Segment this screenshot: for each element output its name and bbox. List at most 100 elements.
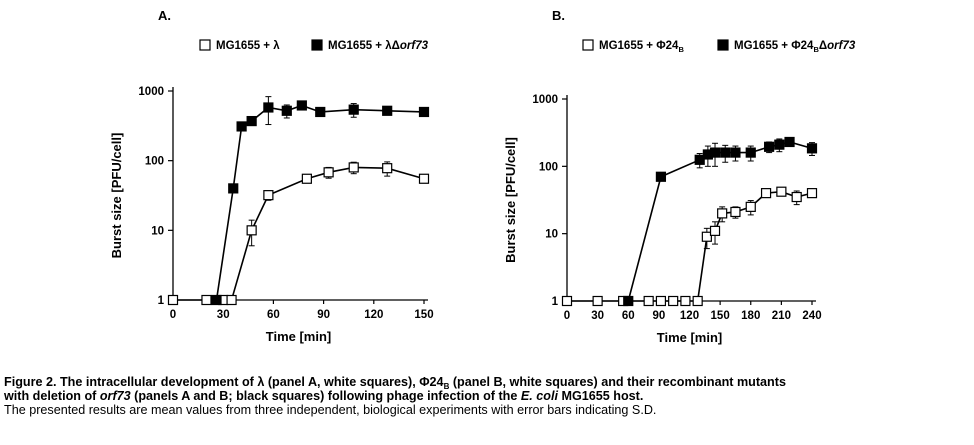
caption-species-name: E. coli bbox=[520, 389, 558, 404]
x-tick-label: 90 bbox=[317, 309, 330, 321]
y-tick-label: 1 bbox=[552, 296, 559, 308]
data-point-open-square bbox=[643, 295, 654, 307]
data-point-open-square bbox=[418, 173, 430, 184]
data-point-open-square bbox=[561, 295, 573, 307]
x-tick-label: 150 bbox=[711, 310, 730, 322]
data-point-open-square bbox=[709, 225, 721, 236]
legend-marker-filled bbox=[311, 39, 323, 51]
y-tick-label: 1000 bbox=[138, 86, 164, 98]
data-point-filled-square bbox=[348, 104, 359, 115]
data-point-open-square bbox=[201, 294, 212, 306]
data-point-open-square bbox=[246, 225, 257, 236]
data-point-open-square bbox=[263, 190, 274, 201]
y-tick-label: 10 bbox=[545, 229, 558, 241]
x-tick-label: 30 bbox=[217, 309, 230, 321]
data-point-open-square bbox=[730, 206, 741, 218]
y-tick-label: 1 bbox=[158, 295, 165, 307]
legend-label: MG1655 + Φ24B bbox=[599, 40, 684, 54]
caption-line-3: The presented results are mean values fr… bbox=[4, 402, 657, 417]
x-tick-label: 30 bbox=[591, 310, 604, 322]
y-axis-label: Burst size [PFU/cell] bbox=[503, 137, 518, 263]
data-point-filled-square bbox=[720, 147, 731, 158]
x-axis-label: Time [min] bbox=[657, 330, 723, 345]
caption-line-1: Figure 2. The intracellular development … bbox=[4, 375, 972, 391]
x-tick-label: 120 bbox=[680, 310, 699, 322]
x-axis-label: Time [min] bbox=[266, 329, 332, 344]
data-point-open-square bbox=[167, 294, 179, 306]
data-point-filled-square bbox=[694, 154, 705, 165]
data-point-open-square bbox=[791, 191, 802, 203]
data-point-open-square bbox=[348, 162, 359, 173]
caption-gene-name: orf73 bbox=[99, 389, 131, 404]
data-point-open-square bbox=[701, 231, 712, 242]
x-tick-label: 120 bbox=[364, 309, 383, 321]
figure-caption: Figure 2. The intracellular development … bbox=[4, 375, 972, 417]
x-tick-label: 0 bbox=[170, 309, 176, 321]
legend-label: MG1655 + λ bbox=[216, 40, 280, 52]
panel-b-chart: B. MG1655 + Φ24B MG1655 + Φ24BΔorf73 1 10 100… bbox=[503, 8, 856, 345]
data-point-filled-square bbox=[709, 147, 721, 158]
data-point-open-square bbox=[668, 295, 679, 307]
data-point-filled-square bbox=[296, 100, 307, 111]
caption-line-2-suffix: MG1655 host. bbox=[557, 389, 644, 404]
y-tick-label: 100 bbox=[539, 161, 558, 173]
data-point-open-square bbox=[592, 295, 603, 307]
data-point-filled-square bbox=[315, 106, 326, 118]
data-point-open-square bbox=[382, 163, 393, 174]
data-point-open-square bbox=[655, 295, 667, 307]
data-point-open-square bbox=[680, 295, 691, 307]
data-point-filled-square bbox=[623, 295, 634, 307]
legend-marker-filled bbox=[717, 39, 729, 51]
data-point-open-square bbox=[745, 201, 756, 212]
data-point-open-square bbox=[692, 295, 703, 307]
series-line-open bbox=[567, 190, 813, 302]
panel-label: B. bbox=[552, 8, 565, 23]
data-point-open-square bbox=[806, 188, 818, 199]
data-point-filled-square bbox=[211, 294, 222, 306]
data-point-filled-square bbox=[655, 171, 667, 182]
data-point-open-square bbox=[776, 186, 787, 197]
data-point-filled-square bbox=[263, 102, 274, 113]
data-point-filled-square bbox=[764, 141, 775, 152]
data-point-filled-square bbox=[806, 143, 818, 154]
caption-line-1-subscript: B bbox=[443, 382, 450, 391]
legend-marker-open bbox=[582, 39, 594, 51]
x-tick-label: 60 bbox=[267, 309, 280, 321]
x-tick-label: 180 bbox=[741, 310, 760, 322]
caption-line-2-middle: (panels A and B; black squares) followin… bbox=[130, 389, 521, 404]
y-tick-label: 100 bbox=[145, 156, 164, 168]
x-tick-label: 210 bbox=[772, 310, 791, 322]
series-line-filled bbox=[215, 104, 425, 301]
data-point-filled-square bbox=[784, 136, 795, 148]
series-line-open bbox=[173, 166, 425, 301]
data-point-open-square bbox=[323, 167, 334, 178]
data-point-open-square bbox=[760, 188, 772, 199]
data-point-filled-square bbox=[745, 147, 756, 158]
data-point-filled-square bbox=[418, 106, 430, 118]
data-point-open-square bbox=[717, 208, 728, 219]
y-tick-label: 10 bbox=[151, 225, 164, 237]
data-point-filled-square bbox=[281, 105, 292, 116]
x-tick-label: 60 bbox=[622, 310, 635, 322]
caption-line-1-suffix: (panel B, white squares) and their recom… bbox=[449, 375, 786, 389]
caption-line-2: with deletion of orf73 (panels A and B; … bbox=[4, 390, 972, 403]
data-point-filled-square bbox=[246, 115, 257, 127]
data-point-filled-square bbox=[774, 139, 785, 150]
legend-marker-open bbox=[199, 39, 211, 51]
x-tick-label: 0 bbox=[564, 310, 570, 322]
data-point-open-square bbox=[226, 294, 237, 306]
x-tick-label: 150 bbox=[414, 309, 433, 321]
y-tick-label: 1000 bbox=[532, 94, 558, 106]
y-axis-label: Burst size [PFU/cell] bbox=[109, 133, 124, 259]
panel-label: A. bbox=[158, 8, 171, 23]
legend-label: MG1655 + λΔorf73 bbox=[328, 40, 429, 52]
data-point-filled-square bbox=[730, 147, 741, 158]
legend-label: MG1655 + Φ24BΔorf73 bbox=[734, 40, 856, 54]
caption-line-1-prefix: Figure 2. The intracellular development … bbox=[4, 375, 444, 389]
data-point-filled-square bbox=[228, 183, 239, 194]
data-point-filled-square bbox=[236, 121, 247, 132]
data-point-open-square bbox=[301, 173, 312, 184]
data-point-filled-square bbox=[382, 105, 393, 116]
caption-line-2-prefix: with deletion of bbox=[4, 389, 100, 404]
